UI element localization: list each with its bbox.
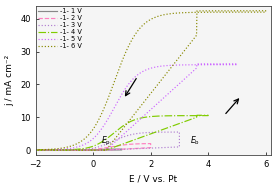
-1- 5 V (170, 64, 173, 66)
-1- 6 V (252, 10, 255, 12)
-1- 2 V (34, 149, 37, 151)
-1- 3 V (83, 148, 86, 150)
-1- 3 V (131, 133, 134, 136)
X-axis label: E / V vs. Pt: E / V vs. Pt (129, 174, 178, 184)
Line: -1- 1 V: -1- 1 V (36, 149, 122, 150)
-1- 2 V (143, 147, 146, 149)
-1- 3 V (34, 149, 37, 151)
-1- 3 V (104, 149, 107, 151)
-1- 1 V (112, 149, 116, 151)
-1- 4 V (34, 149, 37, 151)
Text: $E_{\rm p}$: $E_{\rm p}$ (101, 135, 111, 148)
-1- 4 V (190, 118, 194, 120)
-1- 6 V (243, 10, 246, 12)
Line: -1- 4 V: -1- 4 V (36, 115, 208, 150)
-1- 2 V (134, 143, 137, 145)
Line: -1- 6 V: -1- 6 V (36, 11, 266, 150)
-1- 2 V (112, 146, 115, 148)
-1- 3 V (164, 146, 168, 149)
-1- 5 V (216, 63, 220, 65)
-1- 6 V (112, 84, 115, 86)
-1- 3 V (72, 149, 75, 151)
-1- 4 V (198, 114, 201, 116)
-1- 4 V (184, 115, 187, 117)
-1- 4 V (34, 149, 37, 151)
-1- 1 V (63, 149, 66, 151)
-1- 5 V (102, 125, 105, 127)
Legend: -1- 1 V, -1- 2 V, -1- 3 V, -1- 4 V, -1- 5 V, -1- 6 V: -1- 1 V, -1- 2 V, -1- 3 V, -1- 4 V, -1- … (38, 8, 82, 50)
Text: $E_{\rm b}$: $E_{\rm b}$ (190, 135, 200, 147)
Y-axis label: j / mA cm⁻²: j / mA cm⁻² (6, 55, 15, 106)
-1- 1 V (34, 149, 37, 151)
-1- 1 V (92, 149, 96, 151)
-1- 4 V (92, 145, 96, 147)
-1- 6 V (234, 11, 237, 13)
-1- 4 V (207, 114, 210, 116)
-1- 5 V (225, 63, 228, 65)
-1- 3 V (34, 149, 37, 151)
-1- 6 V (95, 122, 98, 125)
-1- 6 V (264, 10, 267, 12)
-1- 5 V (34, 149, 37, 151)
-1- 2 V (34, 149, 37, 151)
-1- 2 V (65, 149, 68, 151)
-1- 5 V (209, 64, 212, 66)
-1- 6 V (189, 11, 193, 14)
-1- 1 V (109, 148, 112, 150)
Line: -1- 3 V: -1- 3 V (36, 132, 179, 150)
-1- 6 V (104, 149, 107, 151)
-1- 1 V (104, 149, 108, 151)
-1- 3 V (159, 131, 162, 133)
-1- 5 V (104, 149, 107, 151)
-1- 4 V (104, 149, 107, 151)
-1- 4 V (150, 115, 154, 118)
-1- 3 V (178, 131, 181, 133)
-1- 2 V (149, 143, 152, 145)
-1- 5 V (87, 141, 91, 143)
-1- 6 V (34, 149, 37, 151)
-1- 1 V (34, 149, 37, 151)
-1- 1 V (120, 148, 124, 150)
-1- 2 V (138, 147, 142, 149)
-1- 3 V (170, 146, 174, 148)
-1- 1 V (57, 149, 60, 151)
-1- 4 V (80, 148, 83, 150)
-1- 5 V (34, 149, 37, 151)
Line: -1- 2 V: -1- 2 V (36, 144, 151, 150)
-1- 6 V (34, 149, 37, 151)
-1- 2 V (73, 149, 76, 151)
-1- 2 V (104, 149, 107, 151)
-1- 1 V (116, 149, 119, 151)
-1- 5 V (235, 63, 238, 65)
Line: -1- 5 V: -1- 5 V (36, 64, 237, 150)
